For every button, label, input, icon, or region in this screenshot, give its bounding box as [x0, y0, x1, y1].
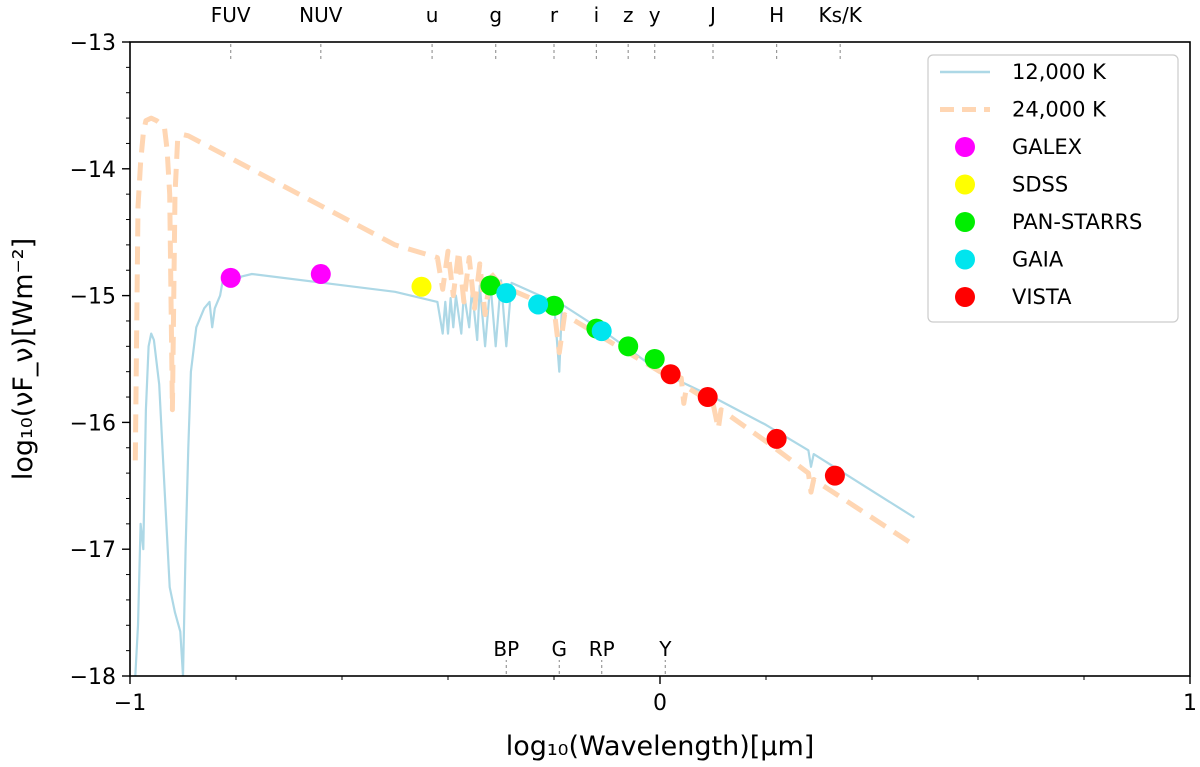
- y-tick-label: −18: [70, 665, 116, 690]
- axis-ticks: −1 0 1 −13 −14 −15 −16 −17 −18: [70, 31, 1197, 716]
- point-gaia: [591, 321, 612, 342]
- band-label-g: g: [489, 3, 502, 27]
- legend-box: [927, 54, 1179, 323]
- legend-label: 24,000 K: [1012, 98, 1107, 122]
- point-galex: [310, 264, 331, 285]
- plot-area: [132, 115, 916, 676]
- point-gaia: [528, 294, 549, 315]
- point-vista: [766, 428, 787, 449]
- point-vista: [660, 364, 681, 385]
- point-pan-starrs: [618, 336, 639, 357]
- band-label-ksk: Ks/K: [819, 3, 863, 27]
- legend-label: VISTA: [1012, 285, 1072, 309]
- band-label-fuv: FUV: [211, 3, 251, 27]
- legend-label: 12,000 K: [1012, 60, 1107, 84]
- legend-label: SDSS: [1012, 173, 1068, 197]
- x-tick-label: 0: [653, 691, 667, 716]
- series-line-24000k: [132, 115, 916, 548]
- band-label-j: J: [708, 3, 716, 27]
- band-label-rp: RP: [589, 637, 615, 661]
- legend: 12,000 K 24,000 K GALEX SDSS PAN-STARRS GAIA V…: [927, 54, 1179, 323]
- x-axis-label: log₁₀(Wavelength)[μm]: [506, 731, 815, 762]
- band-label-z: z: [623, 3, 634, 27]
- point-gaia: [496, 283, 517, 304]
- legend-marker-galex: [955, 137, 975, 157]
- y-tick-label: −13: [70, 31, 116, 56]
- y-axis-label: log₁₀(νF_ν)[Wm⁻²]: [8, 238, 39, 480]
- y-tick-label: −14: [70, 158, 116, 183]
- y-tick-label: −17: [70, 538, 116, 563]
- point-sdss: [411, 276, 432, 297]
- filter-bands: FUV NUV u g r i z y J H Ks/K BP G RP Y: [211, 3, 863, 674]
- band-label-u: u: [426, 3, 439, 27]
- point-galex: [220, 267, 241, 288]
- legend-marker-gaia: [955, 249, 975, 270]
- band-label-y: y: [649, 3, 661, 27]
- point-pan-starrs: [480, 275, 501, 296]
- legend-marker-pan-starrs: [955, 212, 975, 232]
- y-tick-label: −15: [70, 285, 116, 310]
- point-vista: [824, 465, 845, 486]
- band-label-r: r: [550, 3, 559, 27]
- x-tick-label: 1: [1183, 691, 1197, 716]
- legend-label: PAN-STARRS: [1012, 210, 1142, 234]
- band-label-i: i: [594, 3, 600, 27]
- x-tick-label: −1: [114, 691, 146, 716]
- point-vista: [697, 387, 718, 408]
- legend-marker-sdss: [955, 174, 975, 195]
- legend-label: GALEX: [1012, 135, 1082, 159]
- point-pan-starrs: [644, 349, 665, 369]
- legend-marker-vista: [955, 287, 975, 307]
- series-line-12000k: [134, 272, 915, 676]
- band-label-g: G: [552, 637, 568, 661]
- band-label-h: H: [769, 3, 784, 27]
- y-tick-label: −16: [70, 411, 116, 436]
- point-pan-starrs: [544, 295, 564, 316]
- band-label-y: Y: [658, 637, 672, 661]
- band-label-nuv: NUV: [299, 3, 343, 27]
- band-label-bp: BP: [493, 637, 519, 661]
- legend-label: GAIA: [1012, 248, 1064, 272]
